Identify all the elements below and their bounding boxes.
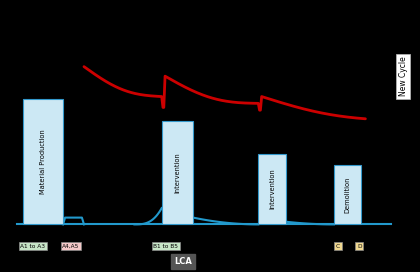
Text: Material Production: Material Production: [40, 129, 46, 194]
Text: Demolition: Demolition: [344, 176, 351, 213]
Text: B1 to B5: B1 to B5: [153, 244, 178, 249]
Bar: [334, 165, 361, 224]
Bar: [162, 121, 193, 224]
Text: Intervention: Intervention: [174, 152, 181, 193]
Text: LCA: LCA: [174, 256, 192, 266]
Text: C: C: [336, 244, 340, 249]
Text: New Cycle: New Cycle: [399, 56, 408, 96]
Text: A1 to A3: A1 to A3: [20, 244, 45, 249]
Text: D: D: [357, 244, 362, 249]
Bar: [258, 154, 286, 224]
Bar: [23, 99, 63, 224]
Text: Intervention: Intervention: [269, 169, 275, 209]
Text: A4,A5: A4,A5: [62, 244, 79, 249]
